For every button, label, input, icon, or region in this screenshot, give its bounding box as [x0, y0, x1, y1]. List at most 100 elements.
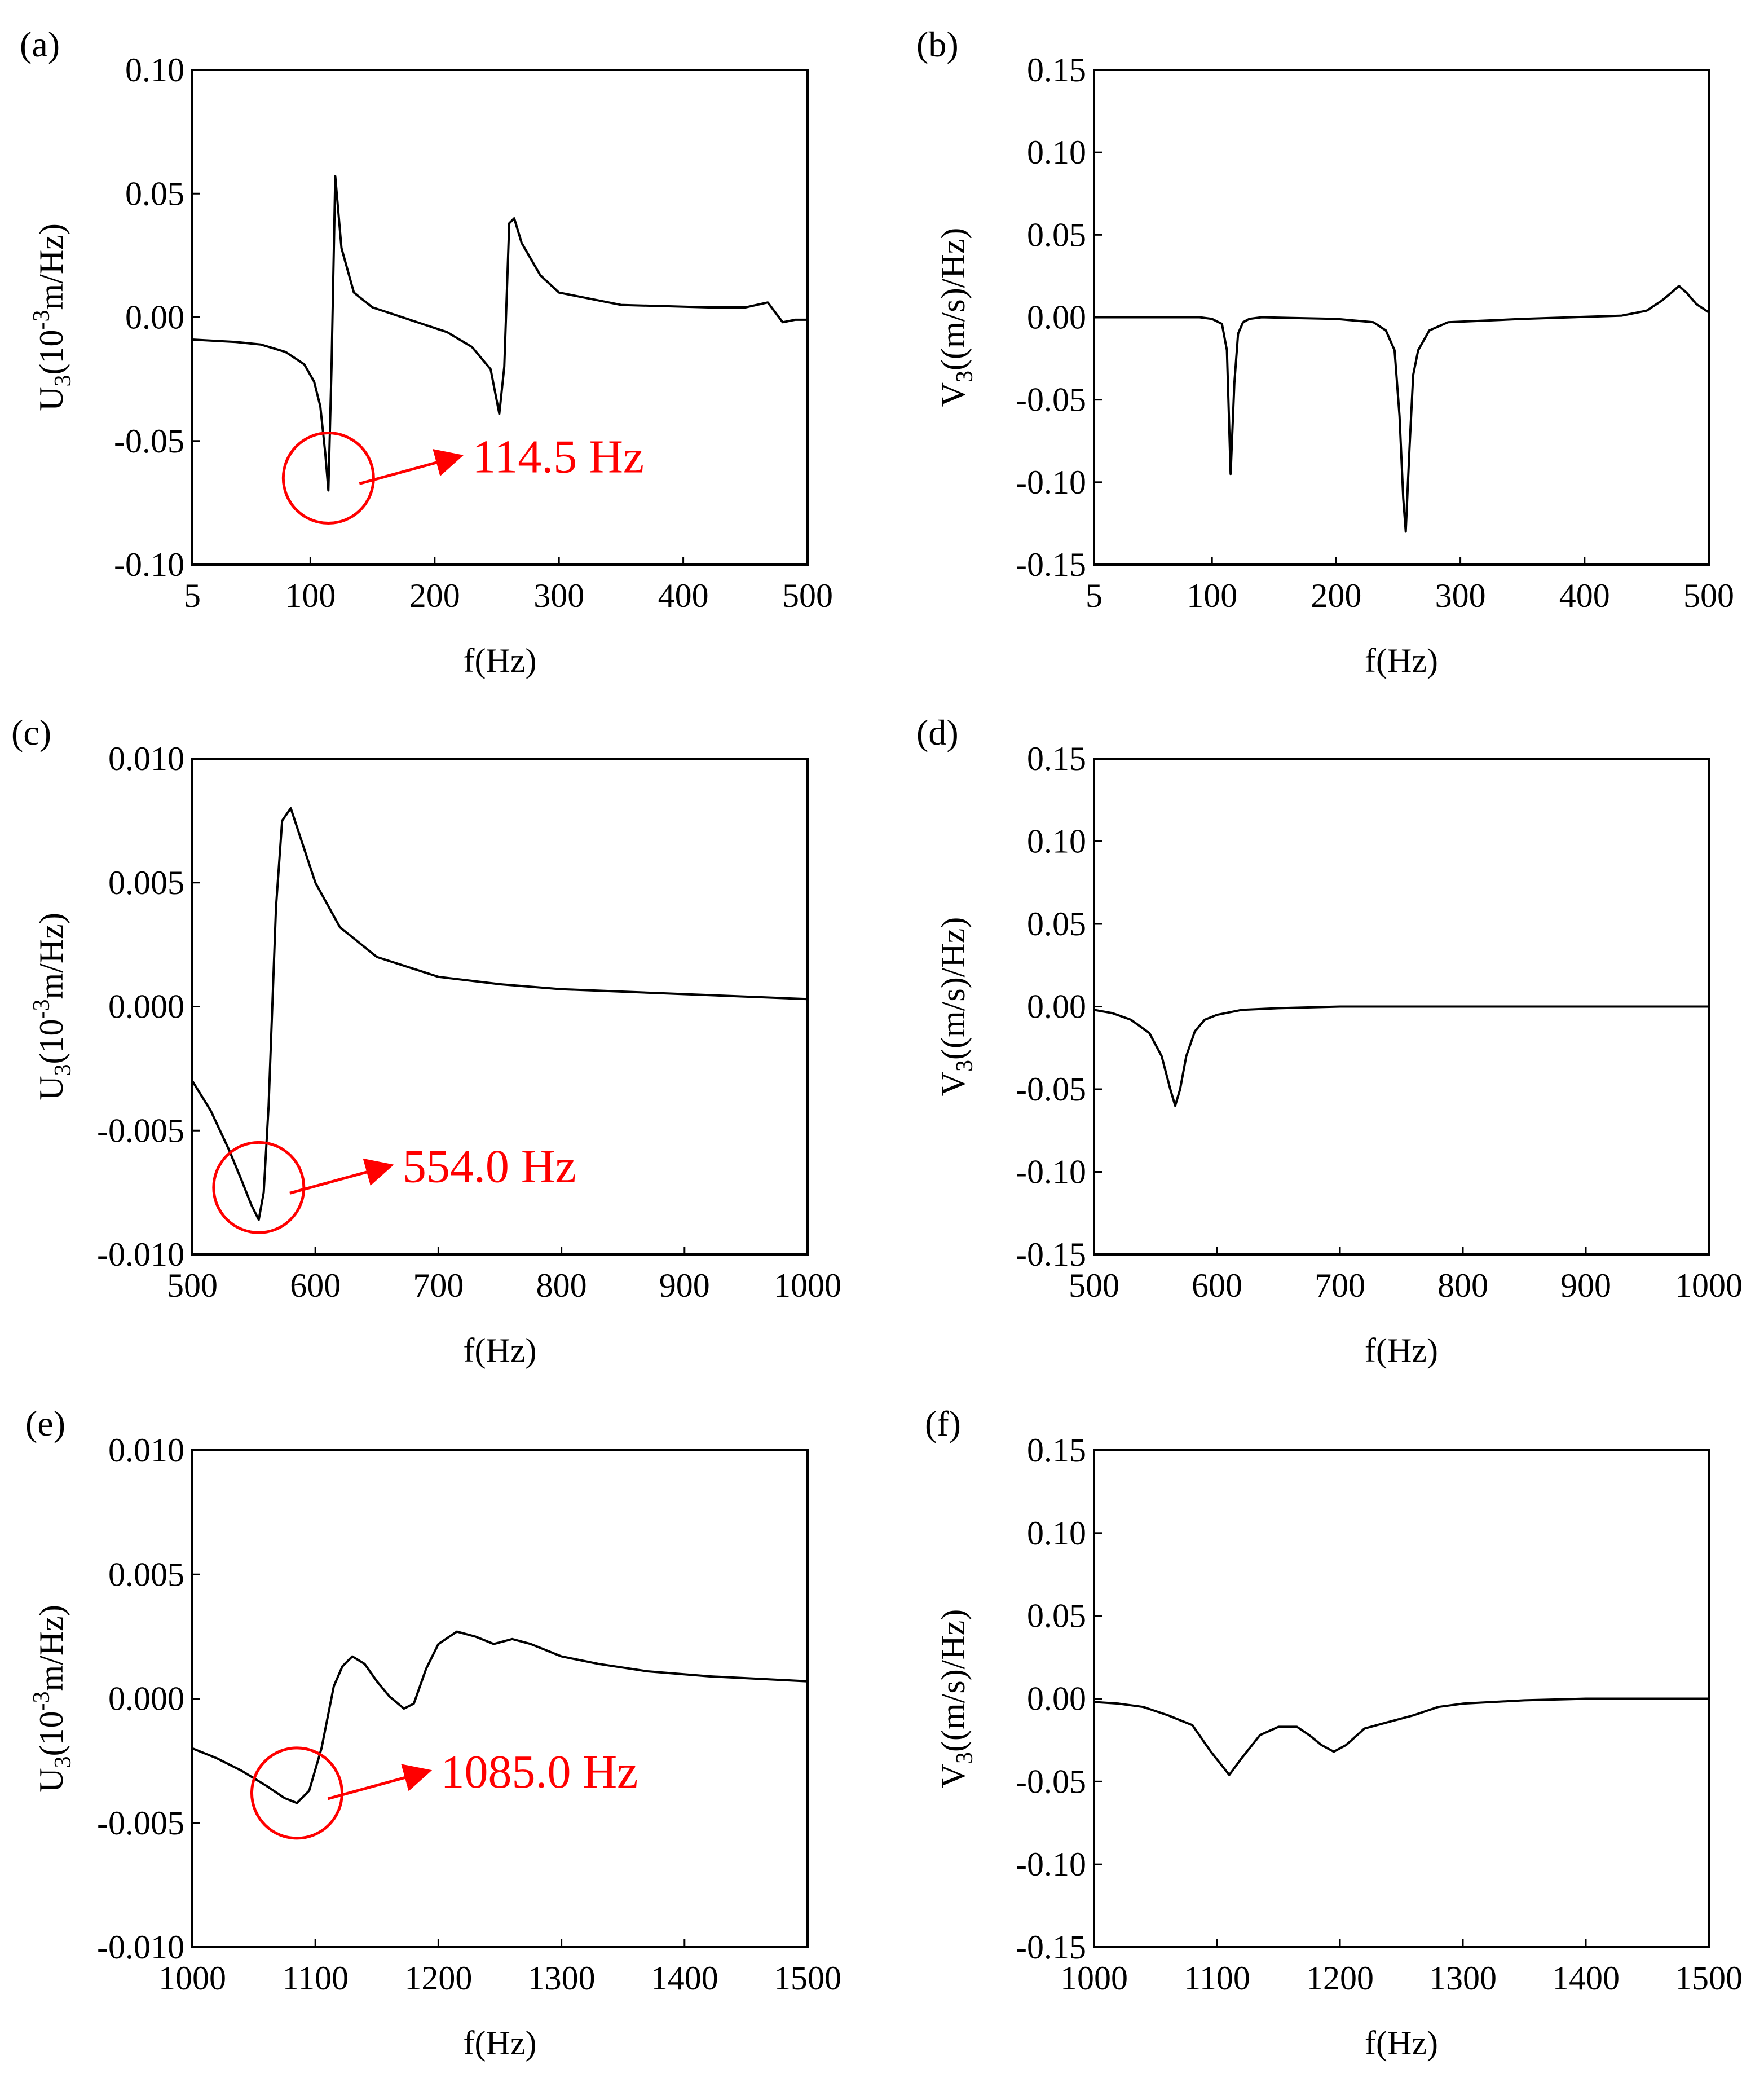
y-tick-label: 0.10	[1027, 1515, 1086, 1552]
panel-label: (e)	[25, 1403, 65, 1443]
x-tick-label: 300	[1435, 577, 1486, 614]
x-tick-label: 1100	[1184, 1960, 1250, 1997]
y-tick-label: 0.05	[1027, 1597, 1086, 1635]
y-tick-label: -0.05	[1016, 1763, 1086, 1800]
y-tick-label: -0.10	[1016, 464, 1086, 501]
x-axis-label: f(Hz)	[1365, 642, 1438, 679]
x-axis-label: f(Hz)	[464, 642, 537, 679]
annotation-arrow	[327, 1764, 433, 1800]
annotation-arrow	[359, 448, 464, 485]
y-tick-label: 0.000	[108, 1680, 184, 1718]
y-tick-label: 0.15	[1027, 740, 1086, 777]
x-axis-label: f(Hz)	[1365, 1332, 1438, 1369]
y-axis-label: V3((m/s)/Hz)	[934, 1609, 978, 1789]
chart-c: 500 600 700 800 900 1000 -0.010 -0.005 0.000 0.00…	[11, 712, 841, 1369]
y-tick-label: -0.15	[1016, 546, 1086, 583]
x-tick-label: 500	[167, 1267, 218, 1304]
x-axis-label: f(Hz)	[1365, 2024, 1438, 2062]
x-tick-label: 800	[1437, 1267, 1488, 1304]
y-tick-label: 0.00	[1027, 1680, 1086, 1718]
annotation-label: 114.5 Hz	[472, 431, 644, 483]
x-tick-label: 700	[1315, 1267, 1365, 1304]
x-tick-label: 400	[1559, 577, 1610, 614]
y-tick-label: -0.15	[1016, 1236, 1086, 1273]
series-line-U3	[192, 175, 808, 492]
x-tick-label: 1000	[1675, 1267, 1743, 1304]
y-tick-label: 0.15	[1027, 1432, 1086, 1469]
x-tick-label: 900	[659, 1267, 710, 1304]
y-tick-label: -0.05	[1016, 1071, 1086, 1108]
panel-label: (d)	[916, 712, 959, 752]
y-tick-label: 0.005	[108, 1556, 184, 1593]
x-tick-label: 1300	[1429, 1960, 1497, 1997]
x-axis-label: f(Hz)	[464, 2024, 537, 2062]
x-tick-label: 1200	[404, 1960, 472, 1997]
y-tick-label: 0.05	[1027, 216, 1086, 253]
x-tick-label: 800	[536, 1267, 587, 1304]
x-tick-label: 600	[290, 1267, 341, 1304]
y-axis-label: U3(10-3m/Hz)	[29, 223, 76, 411]
series-line-V3	[1093, 1005, 1709, 1107]
x-tick-label: 1000	[158, 1960, 226, 1997]
y-tick-label: -0.05	[1016, 381, 1086, 419]
y-tick-label: 0.005	[108, 864, 184, 901]
annotation-circle	[250, 1746, 343, 1840]
y-tick-label: -0.10	[1016, 1846, 1086, 1883]
series-line-U3	[192, 1630, 808, 1804]
x-tick-label: 1000	[774, 1267, 841, 1304]
series-line-U3	[191, 807, 808, 1221]
series-line-V3	[1093, 1697, 1709, 1776]
x-tick-label: 200	[409, 577, 460, 614]
y-tick-label: -0.005	[97, 1804, 184, 1842]
y-axis-label: U3(10-3m/Hz)	[29, 913, 76, 1100]
y-tick-label: -0.005	[97, 1112, 184, 1149]
plot-frame	[191, 1449, 809, 1948]
y-tick-label: 0.05	[1027, 905, 1086, 943]
y-axis-label: U3(10-3m/Hz)	[29, 1605, 76, 1793]
y-tick-label: -0.010	[97, 1236, 184, 1273]
x-tick-label: 500	[1069, 1267, 1119, 1304]
panel-label: (a)	[20, 24, 60, 64]
x-axis-label: f(Hz)	[464, 1332, 537, 1369]
x-tick-label: 5	[1086, 577, 1102, 614]
x-tick-label: 200	[1311, 577, 1361, 614]
annotation-label: 1085.0 Hz	[440, 1746, 638, 1798]
y-tick-label: 0.05	[125, 175, 184, 212]
y-tick-label: 0.15	[1027, 51, 1086, 89]
panel-label: (b)	[916, 24, 959, 64]
x-tick-label: 1300	[528, 1960, 596, 1997]
chart-b: 5 100 200 300 400 500 -0.15 -0.10 -0.05 0.00 0.05 0…	[916, 24, 1734, 679]
y-axis-label: V3((m/s)/Hz)	[934, 917, 978, 1097]
y-tick-label: 0.00	[125, 299, 184, 336]
chart-e: 1000 1100 1200 1300 1400 1500 -0.010 -0.005 0.00…	[25, 1403, 841, 2062]
panel-label: (c)	[11, 712, 51, 752]
x-tick-label: 1500	[774, 1960, 841, 1997]
y-tick-label: 0.10	[125, 51, 184, 89]
y-tick-label: 0.010	[108, 740, 184, 777]
y-tick-label: 0.000	[108, 988, 184, 1025]
x-tick-label: 5	[184, 577, 201, 614]
x-tick-label: 1400	[1552, 1960, 1620, 1997]
x-tick-label: 500	[1683, 577, 1734, 614]
x-tick-label: 1200	[1306, 1960, 1374, 1997]
x-tick-label: 600	[1192, 1267, 1242, 1304]
x-tick-label: 1100	[282, 1960, 349, 1997]
y-tick-label: -0.10	[1016, 1154, 1086, 1191]
y-tick-label: 0.10	[1027, 134, 1086, 171]
x-tick-label: 1500	[1675, 1960, 1743, 1997]
y-tick-label: 0.00	[1027, 299, 1086, 336]
x-tick-label: 1000	[1060, 1960, 1128, 1997]
y-axis-label: V3((m/s)/Hz)	[934, 228, 978, 407]
x-tick-label: 100	[1187, 577, 1237, 614]
series-line-V3	[1094, 285, 1710, 533]
x-tick-label: 300	[533, 577, 584, 614]
y-tick-label: -0.010	[97, 1929, 184, 1966]
x-tick-label: 900	[1560, 1267, 1611, 1304]
x-tick-label: 400	[658, 577, 709, 614]
y-tick-label: -0.10	[114, 546, 184, 583]
chart-f: 1000 1100 1200 1300 1400 1500 -0.15 -0.10 -0.05 0…	[925, 1403, 1743, 2062]
annotation-circle	[212, 1141, 306, 1234]
y-tick-label: 0.010	[108, 1432, 184, 1469]
x-tick-label: 1400	[651, 1960, 718, 1997]
